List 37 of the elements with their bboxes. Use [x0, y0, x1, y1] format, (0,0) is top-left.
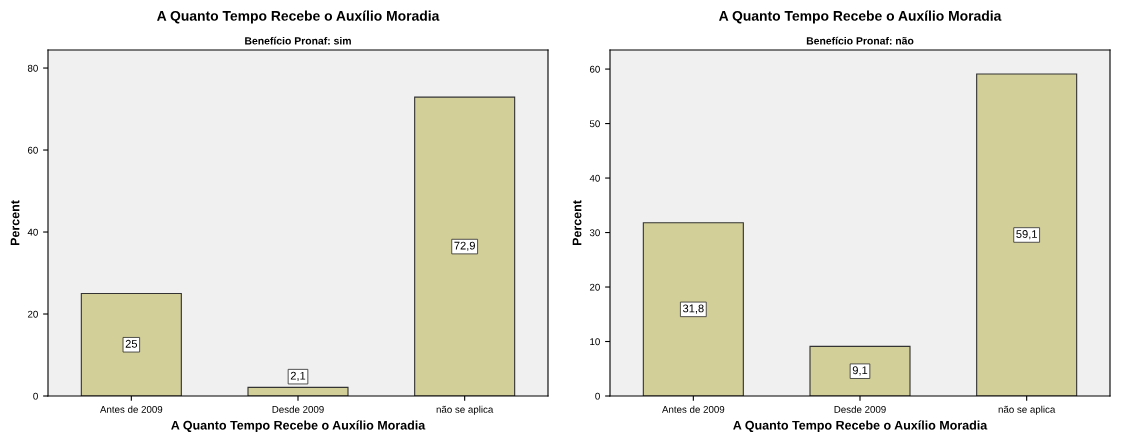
chart-title: A Quanto Tempo Recebe o Auxílio Moradia [157, 10, 440, 24]
bar [809, 345, 911, 396]
data-label: 9,1 [852, 366, 868, 376]
x-tick-label: não se aplica [998, 405, 1056, 415]
y-tick-label: 20 [589, 283, 600, 291]
chart-title: A Quanto Tempo Recebe o Auxílio Moradia [719, 10, 1002, 24]
data-label: 2,1 [290, 371, 306, 381]
y-tick-label: 50 [589, 120, 600, 128]
y-tick-label: 60 [589, 65, 600, 73]
x-axis-title: A Quanto Tempo Recebe o Auxílio Moradia [733, 420, 988, 433]
x-tick-label: Antes de 2009 [100, 405, 163, 413]
bar [80, 292, 182, 396]
chart-subtitle: Benefício Pronaf: não [806, 36, 914, 45]
y-tick-label: 80 [27, 64, 38, 72]
y-tick-label: 0 [33, 392, 38, 400]
y-tick-label: 20 [27, 310, 38, 318]
chart-subtitle: Benefício Pronaf: sim [245, 36, 351, 45]
bar [976, 73, 1078, 396]
y-tick-label: 40 [27, 228, 38, 236]
data-label: 72,9 [454, 241, 475, 251]
x-tick-label: não se aplica [436, 405, 494, 415]
bar [642, 222, 744, 396]
x-axis-title: A Quanto Tempo Recebe o Auxílio Moradia [171, 420, 426, 433]
y-axis-title: Percent [10, 200, 20, 246]
y-tick-label: 0 [595, 392, 600, 400]
y-tick-label: 60 [27, 146, 38, 154]
y-tick-label: 10 [590, 338, 600, 346]
x-tick-label: Desde 2009 [834, 405, 886, 413]
y-tick-label: 40 [589, 174, 600, 182]
data-label: 59,1 [1016, 230, 1037, 240]
x-tick-label: Antes de 2009 [662, 405, 725, 413]
y-tick-label: 30 [589, 229, 600, 237]
bar [414, 96, 516, 396]
data-label: 25 [125, 339, 138, 348]
data-label: 31,8 [682, 304, 704, 314]
y-axis-title: Percent [572, 200, 582, 246]
x-tick-label: Desde 2009 [272, 405, 324, 413]
